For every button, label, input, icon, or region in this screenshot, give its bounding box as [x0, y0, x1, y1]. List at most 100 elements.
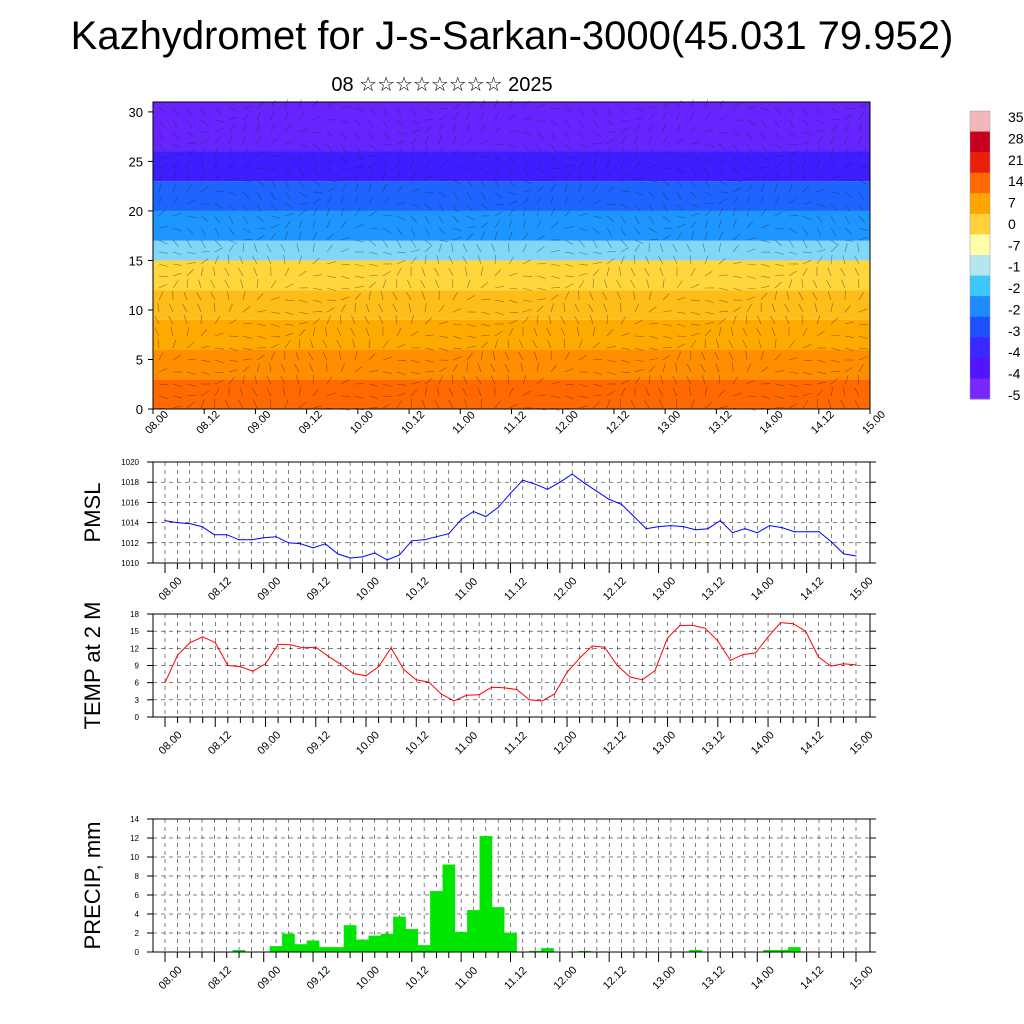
panel4-xtick-label-9: 12.12 — [601, 964, 629, 992]
panel4-bar-17 — [368, 935, 382, 953]
panel3-ytick-label-2: 6 — [135, 679, 140, 688]
panel3-point-9 — [277, 643, 279, 645]
panel2-point-16 — [361, 556, 364, 558]
panel2-xtick-label-8: 12.00 — [551, 575, 579, 603]
colorbar-label-12: -4 — [1008, 366, 1021, 382]
panel4-xtick-label-12: 14.00 — [749, 964, 777, 992]
panel4-bar-12 — [306, 940, 320, 953]
panel4-bar-19 — [393, 916, 406, 953]
heatmap-xtick-label-10: 13.00 — [655, 409, 683, 437]
panel2-xtick-label-13: 14.12 — [798, 575, 826, 603]
colorbar-swatch-4 — [970, 193, 990, 215]
panel3-xtick-label-11: 13.12 — [700, 729, 728, 757]
panel3-point-53 — [830, 665, 832, 667]
panel4-xtick-label-14: 15.00 — [848, 964, 876, 992]
panel3-xtick-label-12: 14.00 — [749, 729, 777, 757]
panel3-point-6 — [239, 666, 241, 668]
colorbar-swatch-13 — [970, 378, 990, 400]
panel3-xtick-label-5: 10.12 — [403, 729, 431, 757]
panel2-point-42 — [682, 526, 684, 528]
colorbar-label-0: 35 — [1008, 109, 1024, 125]
panel2-point-14 — [337, 553, 339, 555]
panel2-point-51 — [793, 531, 795, 533]
colorbar-swatch-1 — [970, 131, 990, 153]
colorbar-swatch-6 — [970, 234, 990, 256]
panel3-point-37 — [629, 676, 631, 678]
panel2-point-44 — [707, 528, 709, 530]
panel3-point-11 — [302, 647, 304, 649]
heatmap-band-7 — [153, 181, 870, 211]
panel4-bar-15 — [343, 925, 357, 953]
panel2-point-40 — [657, 526, 660, 528]
panel3-ytick-label-4: 12 — [130, 644, 139, 653]
panel4-bar-13 — [319, 947, 332, 953]
panel2-point-28 — [509, 492, 512, 494]
colorbar-swatch-5 — [970, 213, 990, 235]
colorbar-swatch-11 — [970, 337, 990, 359]
panel3-xtick-label-14: 15.00 — [848, 729, 876, 757]
panel2-xtick-label-1: 08.12 — [206, 575, 234, 603]
panel3-ylabel: TEMP at 2 M — [80, 602, 105, 730]
colorbar-swatch-3 — [970, 172, 990, 194]
panel4-ylabel: PRECIP, mm — [80, 822, 105, 950]
panel2-xtick-label-14: 15.00 — [848, 575, 876, 603]
panel4-bar-51 — [787, 947, 801, 953]
panel3-point-2 — [189, 642, 191, 644]
panel3-point-52 — [817, 656, 819, 658]
panel3-point-42 — [692, 624, 694, 627]
panel2-point-0 — [164, 519, 166, 522]
panel3-point-10 — [290, 644, 292, 646]
panel2-point-39 — [645, 528, 647, 530]
panel4-xtick-label-10: 13.00 — [650, 964, 678, 992]
panel2-ytick-label-2: 1014 — [121, 519, 139, 528]
panel4-xtick-label-3: 09.12 — [305, 964, 333, 992]
panel2-point-52 — [806, 531, 808, 533]
panel2-point-6 — [238, 539, 240, 541]
colorbar-label-2: 21 — [1008, 152, 1024, 168]
panel3-xtick-label-8: 12.00 — [551, 729, 579, 757]
panel3-point-14 — [340, 663, 342, 665]
heatmap-xtick-label-14: 15.00 — [860, 409, 888, 437]
panel2-ytick-label-4: 1018 — [121, 478, 139, 487]
panel4-bar-23 — [442, 864, 456, 953]
panel2-point-20 — [411, 540, 413, 542]
heatmap-band-8 — [153, 151, 870, 182]
colorbar-swatch-0 — [970, 111, 990, 133]
panel4-bar-18 — [380, 933, 394, 953]
panel4-xtick-label-0: 08.00 — [157, 964, 185, 992]
colorbar-label-1: 28 — [1008, 130, 1024, 146]
heatmap-band-6 — [153, 210, 870, 241]
panel2-point-53 — [818, 531, 820, 533]
panel3-xtick-label-6: 11.00 — [453, 730, 480, 757]
heatmap-xtick-label-11: 13.12 — [706, 409, 734, 437]
panel2-xtick-label-12: 14.00 — [749, 575, 777, 603]
panel2-point-22 — [435, 536, 438, 538]
panel4-ytick-label-4: 8 — [135, 872, 140, 881]
panel3-point-3 — [202, 636, 204, 638]
panel4-bar-21 — [417, 945, 431, 953]
panel3-point-43 — [704, 627, 706, 629]
panel2-point-49 — [769, 525, 771, 527]
colorbar-swatch-12 — [970, 357, 990, 379]
panel4-ytick-label-7: 14 — [130, 815, 139, 824]
colorbar-label-10: -3 — [1008, 323, 1021, 339]
panel3-xtick-label-9: 12.12 — [601, 729, 629, 757]
panel3-point-54 — [842, 663, 845, 665]
heatmap-band-5 — [153, 240, 870, 261]
panel2-point-27 — [497, 506, 499, 509]
panel3-xtick-label-7: 11.12 — [502, 730, 529, 757]
panel2-point-33 — [571, 473, 573, 475]
panel3-point-24 — [465, 694, 468, 696]
panel3-point-16 — [365, 675, 367, 677]
panel4-bar-31 — [541, 948, 554, 953]
chart-subtitle: 08 ☆☆☆☆☆☆☆☆ 2025 — [331, 74, 553, 96]
panel4-ytick-label-2: 4 — [135, 910, 140, 919]
colorbar-swatch-2 — [970, 152, 990, 174]
panel3-point-44 — [717, 640, 719, 642]
panel3-point-48 — [767, 636, 769, 638]
panel2-xtick-label-4: 10.00 — [354, 575, 382, 603]
heatmap-xtick-label-7: 11.12 — [502, 409, 529, 436]
panel3-point-29 — [528, 699, 530, 701]
panel3-point-55 — [855, 664, 857, 666]
